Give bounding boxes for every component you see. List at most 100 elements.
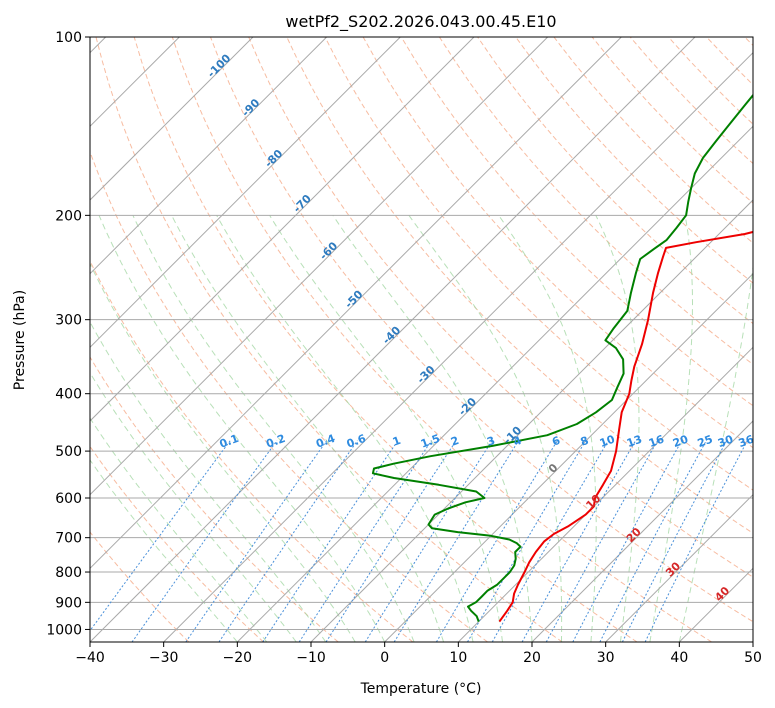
- moist-adiabat: [678, 263, 753, 642]
- mixing-ratio-line: [521, 440, 637, 642]
- isotherm-label: -80: [262, 147, 285, 170]
- isotherm-label: 10: [583, 492, 603, 512]
- mixing-ratio-line: [218, 440, 358, 642]
- profile-lines: [371, 93, 753, 623]
- mixing-ratio-label: 25: [696, 433, 715, 450]
- mixing-ratio-label: 0.2: [264, 432, 287, 451]
- moist-adiabat: [595, 215, 640, 642]
- moist-adiabat: [269, 215, 503, 642]
- isotherm-line: [163, 51, 753, 642]
- mixing-ratio-line: [599, 440, 707, 642]
- mixing-ratio-label: 0.6: [345, 432, 368, 451]
- moist-adiabat: [90, 417, 268, 642]
- mixing-ratio-label: 20: [671, 432, 690, 450]
- mixing-ratio-label: 8: [579, 434, 591, 449]
- isotherm-label: -60: [317, 239, 340, 262]
- y-tick-label: 300: [55, 313, 82, 329]
- y-tick-label: 600: [55, 491, 82, 507]
- moist-adiabat: [90, 371, 297, 642]
- dry-adiabat: [553, 37, 753, 244]
- isotherm-line: [90, 37, 549, 496]
- dry-adiabat: [668, 37, 753, 125]
- axes: −40 −30 −20 −10 0 10 20 30 40 50 1000 900 800 700 600 5…: [46, 30, 762, 666]
- y-tick-label: 200: [55, 208, 82, 224]
- mixing-ratio-label: 1.5: [419, 432, 442, 451]
- mixing-ratio-line: [90, 440, 231, 632]
- mixing-ratio-label: 16: [647, 432, 666, 450]
- mixing-ratio-label: 36: [737, 432, 756, 450]
- mixing-ratio-line: [364, 440, 493, 642]
- dry-adiabat: [133, 37, 638, 642]
- moist-adiabat: [171, 215, 445, 642]
- mixing-ratio-line: [131, 440, 278, 642]
- x-tick-label: −10: [296, 650, 326, 666]
- mixing-ratio-line: [491, 440, 609, 642]
- y-tick-label: 400: [55, 387, 82, 403]
- mixing-ratio-line: [185, 440, 328, 642]
- isotherm-line: [90, 37, 622, 570]
- moist-adiabat: [649, 215, 693, 642]
- mixing-ratio-label: 1: [391, 434, 403, 449]
- moist-adiabat: [90, 459, 238, 642]
- isotherm-label: 20: [624, 525, 644, 545]
- moist-adiabat: [332, 215, 533, 642]
- isotherm-label: -70: [291, 192, 314, 215]
- isotherm-line: [90, 37, 328, 275]
- dry-adiabat: [95, 37, 563, 642]
- y-tick-label: 700: [55, 531, 82, 547]
- mixing-ratio-label: 2: [449, 434, 461, 449]
- dry-adiabat: [248, 37, 753, 578]
- x-tick-label: −30: [149, 650, 179, 666]
- mixing-ratio-label: 0.1: [218, 432, 241, 451]
- isotherm-label: -30: [414, 363, 437, 386]
- y-tick-label: 900: [55, 595, 82, 611]
- mixing-ratio-label: 0.4: [314, 432, 337, 451]
- dry-adiabat: [744, 37, 753, 47]
- mixing-ratio-line: [262, 440, 399, 642]
- mixing-ratio-line: [644, 440, 748, 642]
- x-tick-label: 20: [523, 650, 541, 666]
- isotherm-line: [531, 420, 753, 642]
- dry-adiabat: [210, 37, 753, 623]
- isotherm-line: [310, 199, 753, 642]
- moist-adiabat: [132, 215, 415, 642]
- mixing-ratio-label: 6: [550, 434, 562, 449]
- moist-adiabat: [90, 321, 327, 642]
- dewpoint-line: [371, 93, 753, 622]
- isotherm-line: [90, 37, 254, 201]
- x-tick-label: 50: [744, 650, 762, 666]
- dry-adiabat: [90, 531, 190, 642]
- isotherm-line: [236, 125, 753, 642]
- isotherm-line: [457, 346, 753, 642]
- dry-adiabat: [90, 445, 264, 642]
- dry-adiabat: [90, 150, 488, 642]
- mixing-ratio-line: [572, 440, 683, 642]
- mixing-ratio-line: [467, 440, 587, 642]
- temperature-line: [498, 230, 753, 623]
- chart-title: wetPf2_S202.2026.043.00.45.E10: [285, 12, 556, 32]
- mixing-ratio-label: 30: [716, 432, 735, 450]
- x-tick-label: 0: [380, 650, 389, 666]
- mixing-ratio-line: [393, 440, 520, 642]
- moist-adiabat: [408, 215, 563, 642]
- x-tick-label: −20: [223, 650, 253, 666]
- isotherm-label: -40: [380, 324, 403, 347]
- x-tick-label: 30: [597, 650, 615, 666]
- isotherm-label: -100: [205, 51, 234, 80]
- y-tick-label: 100: [55, 30, 82, 46]
- mixing-ratio-label: 3: [485, 434, 497, 449]
- dry-adiabat: [90, 356, 339, 642]
- isotherm-line: [90, 37, 401, 349]
- line-labels: -100-90-80-70-60-50-40-30-20-10010203040…: [205, 51, 756, 604]
- moist-adiabat: [90, 262, 356, 642]
- dry-adiabat: [706, 37, 753, 86]
- mixing-ratio-line: [325, 440, 457, 642]
- mixing-ratio-line: [298, 440, 432, 642]
- background-grid: [90, 37, 753, 642]
- dry-adiabat: [362, 37, 753, 449]
- isotherm-line: [605, 493, 753, 642]
- mixing-ratio-label: 13: [625, 433, 644, 450]
- mixing-ratio-label: 10: [598, 432, 617, 450]
- x-tick-label: −40: [75, 650, 105, 666]
